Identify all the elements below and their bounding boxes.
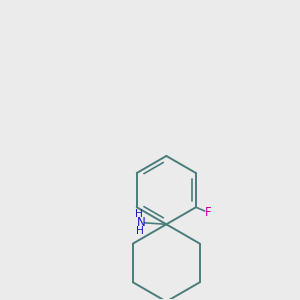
Text: N: N [137, 216, 146, 229]
Text: H: H [136, 226, 144, 236]
Text: F: F [205, 206, 212, 219]
Text: H: H [135, 209, 142, 220]
